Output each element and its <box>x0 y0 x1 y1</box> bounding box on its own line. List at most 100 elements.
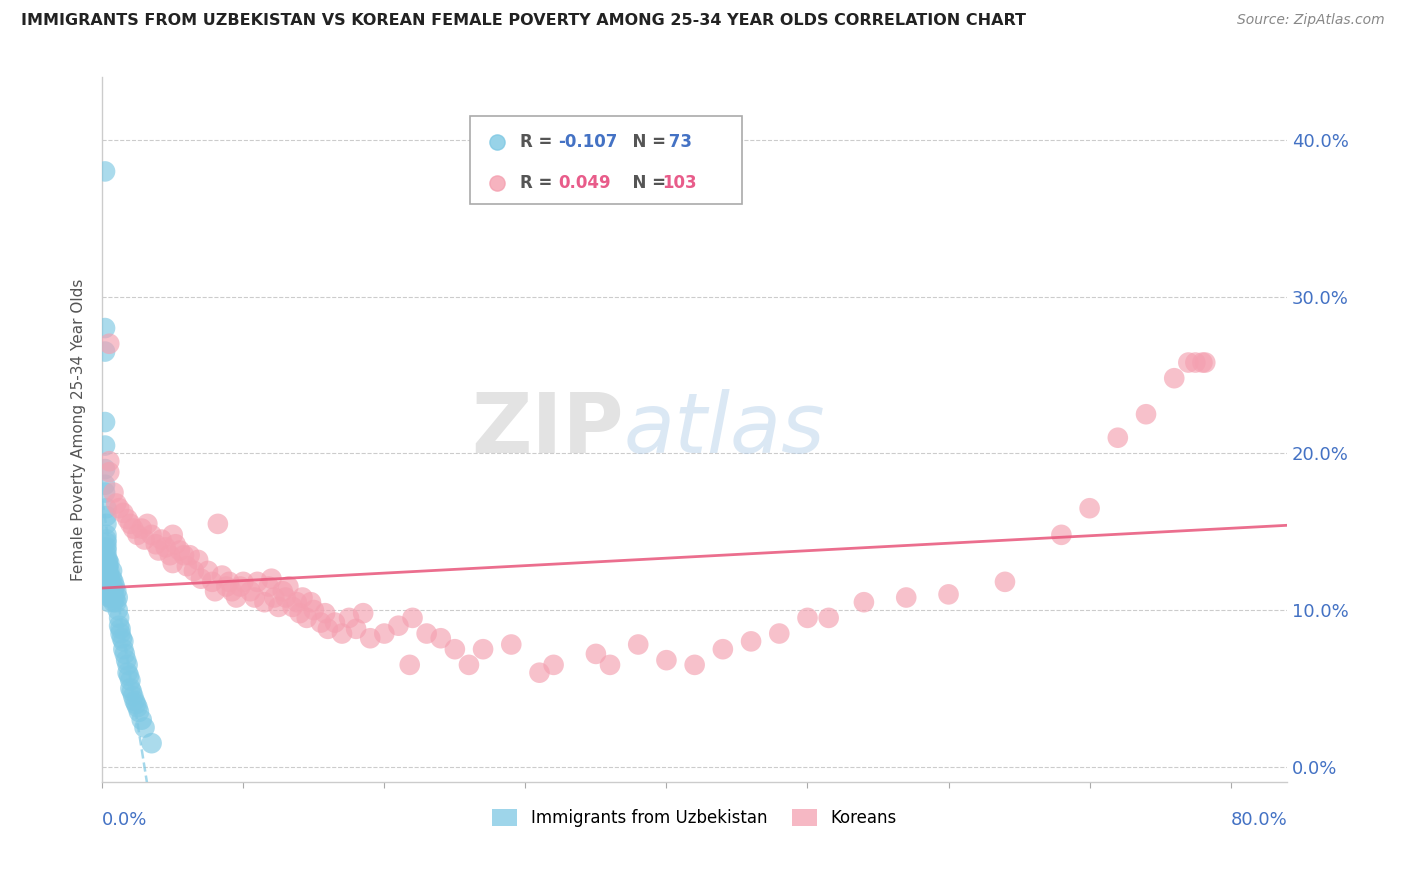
Point <box>225 591 247 605</box>
Text: R =: R = <box>520 174 558 192</box>
Point <box>104 580 127 594</box>
Point <box>896 591 918 605</box>
Point <box>994 574 1017 589</box>
Point <box>96 501 118 516</box>
Point <box>98 465 121 479</box>
Point <box>529 665 551 680</box>
Point <box>98 336 121 351</box>
Point <box>131 522 153 536</box>
Point <box>134 721 156 735</box>
Point <box>211 568 233 582</box>
Point <box>122 522 145 536</box>
Point <box>98 584 121 599</box>
Point <box>105 595 128 609</box>
Point <box>127 528 149 542</box>
Point <box>96 528 118 542</box>
Point <box>190 572 212 586</box>
Text: N =: N = <box>621 134 672 152</box>
Point <box>94 415 117 429</box>
Point <box>207 516 229 531</box>
Point <box>104 591 127 605</box>
Point <box>112 506 135 520</box>
Point <box>118 669 141 683</box>
Point <box>229 580 252 594</box>
Point <box>267 599 290 614</box>
Point <box>96 516 118 531</box>
Point <box>97 553 120 567</box>
Point <box>288 606 311 620</box>
Point <box>263 591 285 605</box>
Point <box>141 736 163 750</box>
Point <box>150 533 173 547</box>
Point <box>162 528 184 542</box>
Point <box>1177 355 1199 369</box>
Point <box>253 595 276 609</box>
Point <box>1107 431 1129 445</box>
Point <box>108 611 131 625</box>
Point <box>98 556 121 570</box>
Point <box>444 642 467 657</box>
Point <box>543 657 565 672</box>
Point <box>655 653 678 667</box>
Point <box>277 580 299 594</box>
Point <box>148 543 170 558</box>
Point <box>98 574 121 589</box>
Point <box>291 591 314 605</box>
Point <box>359 632 381 646</box>
Point <box>246 574 269 589</box>
Point <box>302 603 325 617</box>
Point <box>401 611 423 625</box>
Point <box>120 673 142 688</box>
Point <box>98 454 121 468</box>
Point <box>94 164 117 178</box>
Point <box>117 657 139 672</box>
Point <box>124 694 146 708</box>
Point <box>97 564 120 578</box>
Point <box>330 626 353 640</box>
Point <box>169 543 191 558</box>
Point <box>97 572 120 586</box>
Point <box>120 516 142 531</box>
Point <box>260 572 283 586</box>
Point <box>159 548 181 562</box>
Point <box>314 606 336 620</box>
Point <box>96 543 118 558</box>
Point <box>108 618 131 632</box>
Point <box>103 595 125 609</box>
Point <box>627 638 650 652</box>
Point <box>112 642 135 657</box>
Point <box>107 603 129 617</box>
Point <box>97 574 120 589</box>
Point <box>852 595 875 609</box>
Point <box>114 647 136 661</box>
Point <box>796 611 818 625</box>
Point <box>938 587 960 601</box>
Text: 0.049: 0.049 <box>558 174 612 192</box>
Point <box>281 599 304 614</box>
Point <box>97 556 120 570</box>
Point <box>117 665 139 680</box>
Point <box>125 697 148 711</box>
Point <box>121 684 143 698</box>
Point <box>740 634 762 648</box>
Point <box>97 568 120 582</box>
Point <box>472 642 495 657</box>
Point <box>165 537 187 551</box>
Text: IMMIGRANTS FROM UZBEKISTAN VS KOREAN FEMALE POVERTY AMONG 25-34 YEAR OLDS CORREL: IMMIGRANTS FROM UZBEKISTAN VS KOREAN FEM… <box>21 13 1026 29</box>
Point <box>197 564 219 578</box>
Point <box>97 582 120 597</box>
Point <box>98 595 121 609</box>
Point <box>127 700 149 714</box>
Point <box>323 615 346 630</box>
Point <box>585 647 607 661</box>
Point <box>96 509 118 524</box>
Point <box>173 548 195 562</box>
Point <box>1135 407 1157 421</box>
Point <box>122 689 145 703</box>
Text: 73: 73 <box>662 134 692 152</box>
Point <box>162 556 184 570</box>
Point <box>145 537 167 551</box>
Point <box>295 611 318 625</box>
Point <box>94 462 117 476</box>
Point <box>398 657 420 672</box>
